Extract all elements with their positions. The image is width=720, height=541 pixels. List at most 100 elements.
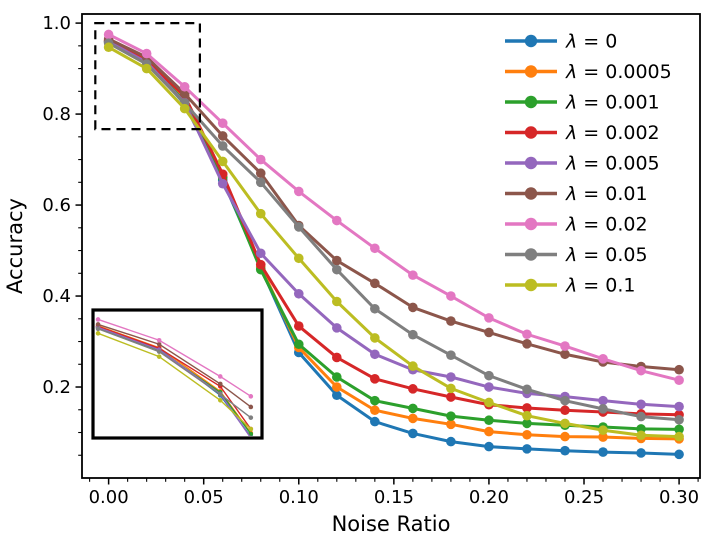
x-tick-label: 0.05 (184, 487, 224, 508)
x-tick-label: 0.00 (89, 487, 129, 508)
data-point (636, 411, 646, 422)
data-point (674, 431, 684, 442)
data-point (293, 253, 304, 264)
legend-marker (524, 217, 538, 231)
inset-series-line (97, 325, 252, 430)
data-point (674, 424, 684, 435)
inset-series-lambda-8 (95, 331, 254, 432)
legend-marker (524, 187, 538, 200)
data-point (217, 141, 228, 151)
data-point (408, 270, 418, 280)
data-point (636, 430, 646, 441)
data-point (446, 383, 456, 394)
legend-item-lambda-2: λ = 0.001 (505, 92, 660, 114)
legend-item-lambda-4: λ = 0.005 (505, 153, 660, 175)
x-tick-label: 0.20 (469, 487, 509, 508)
inset-data-point (156, 354, 162, 359)
inset-data-point (95, 322, 101, 327)
data-point (217, 118, 228, 128)
inset-data-point (95, 326, 101, 332)
legend-marker (524, 156, 538, 170)
series-line (107, 45, 680, 439)
data-point (522, 384, 532, 395)
data-point (103, 42, 114, 53)
data-point (408, 329, 418, 340)
legend-marker (524, 34, 538, 48)
data-point (674, 375, 684, 385)
legend-marker (524, 278, 538, 292)
data-point (141, 63, 152, 74)
data-point (484, 313, 494, 323)
inset-series-line (97, 323, 252, 408)
data-point (332, 215, 342, 226)
data-point (522, 429, 532, 440)
legend-label: λ = 0.002 (565, 122, 660, 144)
axes-layer: 0.00 0.05 0.10 0.15 0.20 0.25 0.30 0.2 0.4 0.6 0.8… (42, 13, 701, 508)
data-point (484, 415, 494, 426)
legend-label: λ = 0.1 (565, 275, 635, 297)
data-point (255, 208, 266, 219)
series-line (107, 40, 680, 409)
inset-data-point (217, 392, 223, 397)
legend-marker (524, 95, 538, 109)
data-point (293, 288, 304, 299)
data-point (560, 341, 570, 351)
data-point (446, 372, 456, 382)
inset-data-point (95, 317, 101, 322)
legend-label: λ = 0.01 (565, 183, 648, 205)
data-point (293, 339, 304, 350)
series-line (107, 33, 680, 382)
legend-marker (524, 248, 538, 261)
data-point (293, 321, 304, 331)
data-point (484, 426, 494, 437)
legend-marker (524, 126, 538, 139)
data-point (560, 405, 570, 416)
data-point (674, 449, 684, 460)
x-tick-label: 0.25 (564, 487, 604, 508)
inset-series-line (97, 318, 252, 397)
series-line (107, 41, 680, 422)
series-layer (103, 29, 684, 460)
legend-label: λ = 0.05 (565, 244, 648, 266)
data-point (408, 302, 418, 313)
y-tick-label: 0.4 (42, 286, 71, 307)
data-point (370, 278, 380, 289)
inset-series-lambda-6 (95, 317, 254, 399)
inset-data-point (248, 404, 254, 410)
legend-item-lambda-8: λ = 0.1 (505, 275, 635, 297)
data-point (446, 419, 456, 430)
data-point (560, 431, 570, 442)
x-tick-label: 0.15 (374, 487, 414, 508)
data-point (141, 48, 152, 59)
data-point (370, 349, 380, 360)
inset-series-lambda-7 (95, 326, 254, 420)
inset-data-point (95, 331, 101, 336)
series-lambda-6 (103, 29, 684, 385)
data-point (217, 156, 228, 167)
data-point (370, 416, 380, 427)
data-point (332, 255, 342, 266)
legend-item-lambda-6: λ = 0.02 (505, 214, 648, 236)
inset-data-point (249, 435, 252, 436)
data-point (408, 428, 418, 439)
data-point (484, 397, 494, 408)
data-point (598, 447, 608, 457)
inset-data-point (248, 394, 254, 399)
inset-series-line (97, 326, 251, 436)
inset-data-point (248, 431, 254, 436)
data-point (446, 411, 456, 421)
y-axis-label: Accuracy (3, 198, 27, 294)
data-point (446, 291, 456, 301)
x-tick-label: 0.10 (279, 487, 319, 508)
inset-series-line (97, 332, 252, 430)
x-axis-label: Noise Ratio (332, 512, 451, 536)
data-point (332, 352, 342, 363)
data-point (560, 395, 570, 406)
data-point (332, 296, 342, 307)
data-point (560, 418, 570, 429)
legend-item-lambda-0: λ = 0 (505, 31, 617, 53)
y-tick-label: 1.0 (42, 13, 71, 34)
inset-data-point (156, 337, 162, 343)
